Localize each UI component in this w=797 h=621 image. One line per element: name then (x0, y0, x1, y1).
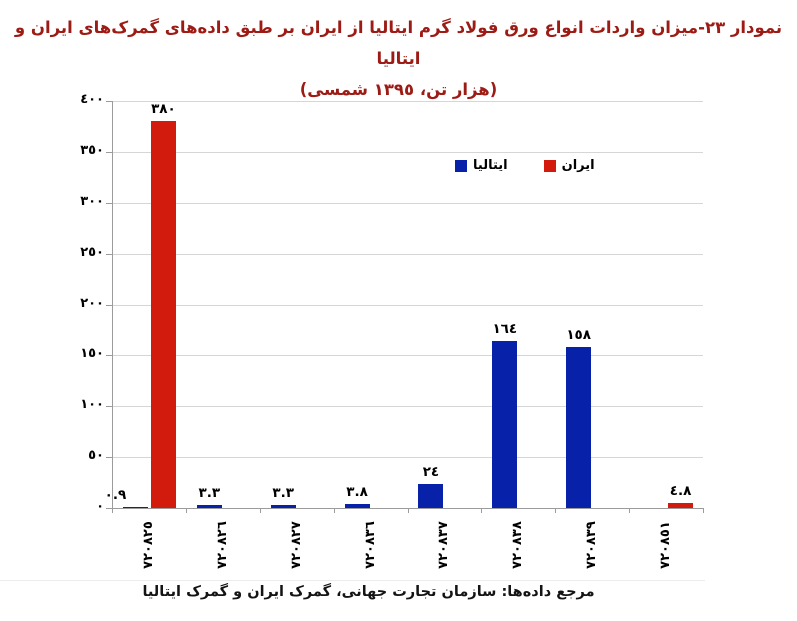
x-axis-tick (259, 508, 261, 513)
chart-title: نمودار ٢٣-میزان واردات انواع ورق فولاد گ… (0, 12, 797, 105)
bar-value-label: ٣.٨ (346, 484, 368, 500)
y-axis-tick (106, 508, 112, 509)
y-axis-tick (106, 406, 112, 408)
gridline (112, 202, 703, 204)
x-axis-tick (555, 508, 557, 513)
bar-value-label: ١٥٨ (566, 327, 592, 343)
bar-italy-720826 (196, 505, 222, 508)
legend-item-iran: ایران (543, 158, 595, 173)
bar-value-label: ٢٤ (422, 464, 440, 480)
y-axis-tick (106, 304, 112, 306)
chart-title-line2: (هزار تن، ١٣٩٥ شمسی) (299, 80, 498, 99)
y-axis-tick-label: ١٥٠ (80, 346, 104, 362)
y-axis-tick (106, 253, 112, 255)
x-axis-tick (407, 508, 409, 513)
x-axis-tick (112, 508, 113, 513)
gridline (112, 406, 703, 408)
bar-iran-720825 (150, 121, 176, 508)
bar-value-label: ٤.٨ (669, 483, 692, 499)
y-axis-tick (106, 457, 112, 459)
bar-italy-720839 (566, 347, 592, 508)
y-axis-tick-label: ١٠٠ (80, 397, 104, 413)
y-axis-tick-label: ٣٥٠ (80, 142, 104, 158)
legend: ایتالیا ایران (455, 158, 595, 173)
legend-label-iran: ایران (561, 158, 595, 173)
gridline (112, 457, 703, 459)
y-axis-tick-label: ٢٠٠ (80, 295, 104, 311)
x-axis-label: ٧٢٠٨٣٩ (584, 521, 600, 569)
y-axis-tick (106, 101, 112, 102)
x-axis-tick (703, 508, 704, 513)
bar-value-label: ٣.٣ (198, 485, 221, 501)
y-axis-tick (106, 202, 112, 204)
x-axis-label: ٧٢٠٨٣٦ (362, 521, 378, 569)
y-axis-tick-label: ٢٥٠ (80, 244, 104, 260)
gridline (112, 253, 703, 255)
gridline (112, 355, 703, 357)
gridline (112, 304, 703, 306)
chart-title-line1: نمودار ٢٣-میزان واردات انواع ورق فولاد گ… (14, 18, 783, 68)
data-source-note: مرجع داده‌ها: سازمان تجارت جهانی، گمرک ا… (142, 584, 595, 600)
bar-italy-720825 (122, 507, 148, 508)
bar-value-label: ٠.٩ (104, 487, 127, 503)
bar-iran-720851 (668, 503, 694, 508)
legend-swatch-italy-icon (455, 159, 467, 172)
chart-area-bottom-border (0, 580, 705, 581)
x-axis-label: ٧٢٠٨٣٧ (436, 521, 452, 569)
y-axis-tick (106, 151, 112, 153)
y-axis-tick (106, 355, 112, 357)
legend-label-italy: ایتالیا (473, 158, 508, 173)
bar-italy-720838 (492, 341, 518, 508)
y-axis-tick-label: ٣٠٠ (80, 193, 104, 209)
y-axis-tick-label: ٥٠ (88, 448, 104, 464)
x-axis-label: ٧٢٠٨٢٦ (214, 521, 230, 569)
bar-italy-720837 (418, 484, 444, 508)
x-axis-label: ٧٢٠٨٣٨ (510, 521, 526, 569)
x-axis-tick (185, 508, 187, 513)
y-axis-tick-label: ٤٠٠ (80, 92, 104, 107)
gridline (112, 101, 703, 102)
x-axis-label: ٧٢٠٨٢٥ (140, 521, 156, 569)
x-axis-label: ٧٢٠٨٢٧ (288, 521, 304, 569)
x-axis-tick (481, 508, 483, 513)
x-axis-tick (333, 508, 335, 513)
legend-swatch-iran-icon (543, 159, 556, 172)
bar-value-label: ١٦٤ (492, 321, 518, 337)
y-axis-tick-label: ٠ (96, 499, 104, 514)
bar-italy-720836 (344, 504, 370, 508)
gridline (112, 151, 703, 153)
y-axis-line (112, 101, 113, 508)
x-axis-label: ٧٢٠٨٥١ (658, 521, 674, 569)
x-axis-tick (629, 508, 631, 513)
legend-item-italy: ایتالیا (455, 158, 508, 173)
bar-value-label: ٣٨٠ (151, 101, 176, 117)
bar-value-label: ٣.٣ (272, 485, 294, 501)
bar-italy-720827 (270, 505, 296, 508)
